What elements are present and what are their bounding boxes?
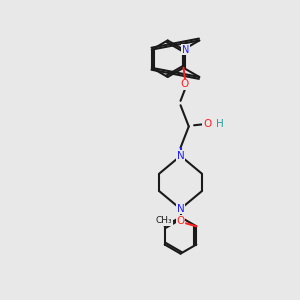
Text: H: H (216, 119, 224, 129)
Text: O: O (176, 216, 184, 226)
Text: CH₃: CH₃ (156, 217, 172, 226)
Text: N: N (182, 45, 189, 55)
Text: N: N (177, 151, 184, 161)
Text: N: N (177, 151, 184, 161)
Text: N: N (177, 204, 184, 214)
Text: O: O (181, 79, 189, 89)
Text: O: O (203, 119, 211, 129)
